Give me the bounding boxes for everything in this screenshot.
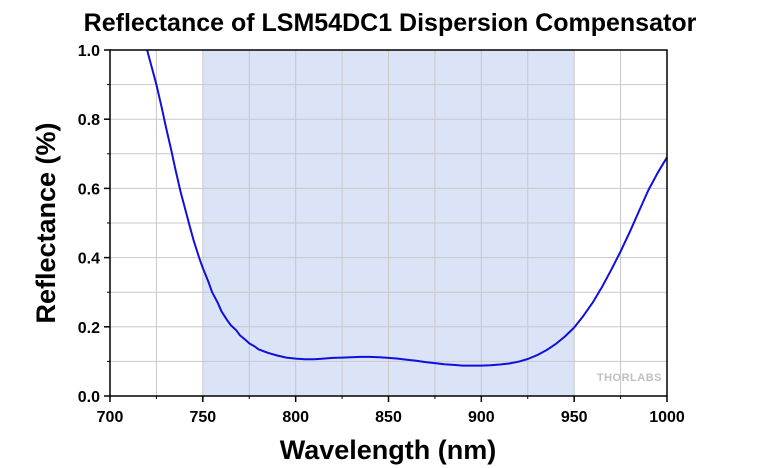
y-tick-labels: 0.0 0.2 0.4 0.6 0.8 1.0	[78, 43, 100, 406]
x-tick-label: 750	[189, 409, 216, 426]
chart-title: Reflectance of LSM54DC1 Dispersion Compe…	[84, 9, 697, 37]
y-tick-label: 0.4	[78, 251, 100, 268]
x-tick-label: 800	[282, 409, 309, 426]
x-tick-labels: 700 750 800 850 900 950 1000	[97, 409, 685, 426]
x-tick-label: 950	[561, 409, 588, 426]
y-tick-label: 0.6	[78, 181, 100, 198]
x-tick-label: 850	[375, 409, 402, 426]
series-line-0	[146, 49, 668, 367]
x-tick-label: 700	[97, 409, 124, 426]
y-axis-label: Reflectance (%)	[31, 122, 61, 323]
y-tick-label: 1.0	[78, 43, 100, 60]
y-tick-label: 0.2	[78, 320, 100, 337]
y-tick-label: 0.0	[78, 389, 100, 406]
series-layer	[146, 49, 668, 367]
tick-layer	[104, 49, 668, 402]
x-tick-label: 1000	[649, 409, 685, 426]
x-axis-label: Wavelength (nm)	[280, 435, 497, 465]
x-tick-label: 900	[468, 409, 495, 426]
watermark: THORLABS	[597, 372, 662, 384]
grid-layer	[110, 50, 667, 396]
y-tick-label: 0.8	[78, 112, 100, 129]
